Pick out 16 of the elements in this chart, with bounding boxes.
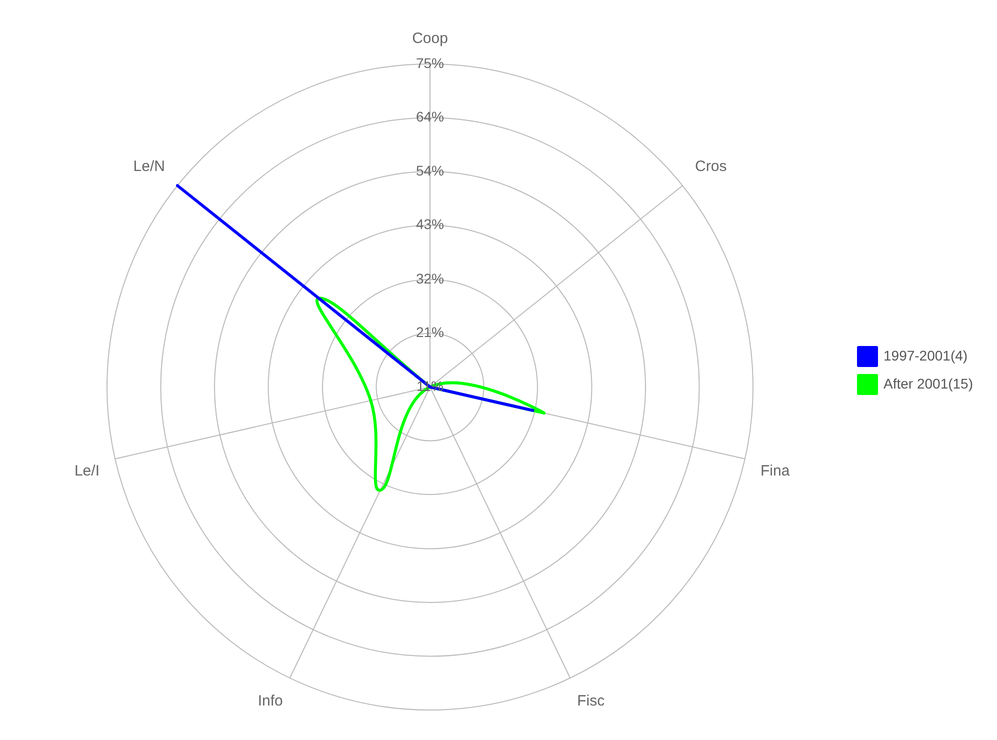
spoke-label: Fina: [760, 462, 790, 480]
spoke-label: Coop: [412, 30, 448, 48]
spoke-label: Cros: [695, 158, 727, 175]
spoke-label: Fisc: [577, 692, 606, 710]
y-tick-label: 21%: [416, 324, 444, 340]
y-tick-label: 75%: [416, 54, 444, 71]
y-tick-label: 64%: [416, 108, 444, 125]
y-tick-label: 43%: [416, 216, 444, 232]
legend-label: 1997-2001(4): [884, 347, 968, 364]
spoke-label: Le/N: [133, 158, 165, 175]
spoke-label: Info: [258, 692, 283, 710]
y-tick-label: 11%: [416, 378, 444, 394]
spoke-label: Le/I: [74, 462, 100, 480]
y-tick-label: 32%: [416, 270, 444, 286]
y-tick-label: 54%: [416, 162, 444, 178]
legend-label: After 2001(15): [884, 375, 974, 392]
